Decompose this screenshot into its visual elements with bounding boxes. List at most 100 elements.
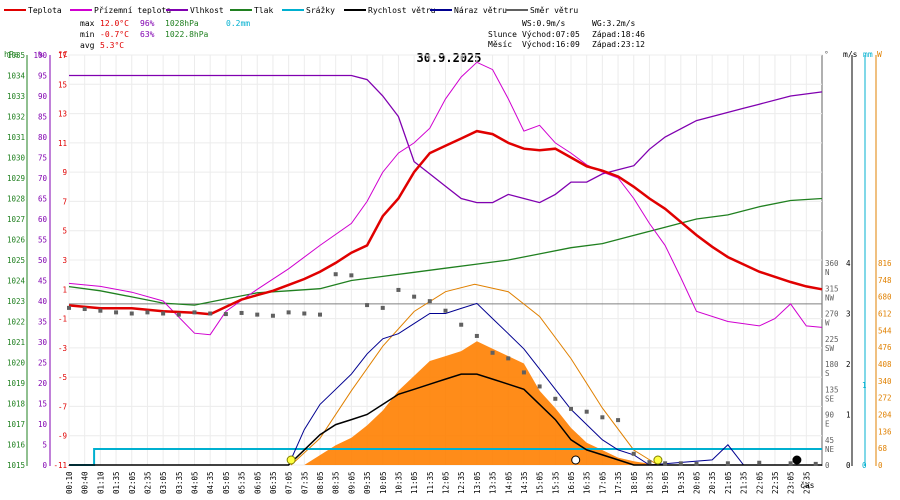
pressure-line (68, 197, 823, 306)
time-label-35: 17:35 (614, 471, 623, 494)
wind-direction-point (380, 305, 385, 310)
direction-compass-4: S (825, 369, 830, 378)
temperature-tick-10: -3 (58, 344, 67, 353)
legend-label-teplota: Teplota (28, 6, 62, 15)
humidity-tick-17: 15 (38, 400, 47, 409)
time-label-8: 04:05 (191, 471, 200, 494)
wind-direction-point (584, 409, 589, 414)
direction-tick-1: 45 (825, 436, 834, 445)
pressure-tick-13: 1022 (7, 318, 25, 327)
wind-direction-point (427, 299, 432, 304)
info-sunset: Západ:18:46 (592, 30, 645, 39)
temperature-tick-3: 11 (58, 139, 67, 148)
time-label-44: 22:05 (755, 471, 764, 494)
pressure-tick-11: 1024 (7, 277, 26, 286)
legend-label-vlhkost: Vlhkost (190, 6, 224, 15)
time-label-26: 13:05 (473, 471, 482, 494)
humidity-tick-18: 10 (38, 420, 48, 429)
info-wg: WG:3.2m/s (592, 19, 636, 28)
temperature-tick-6: 5 (62, 227, 67, 236)
time-label-19: 09:35 (363, 471, 372, 494)
pressure-tick-6: 1029 (7, 174, 25, 183)
time-label-40: 20:05 (693, 471, 702, 494)
solar-tick-11: 748 (878, 276, 892, 285)
solar-tick-5: 340 (878, 377, 892, 386)
wind-direction-point (616, 418, 621, 423)
direction-tick-7: 315 (825, 284, 839, 293)
pressure-tick-20: 1015 (7, 461, 25, 470)
info-moon-label: Měsíc (488, 40, 512, 49)
wind-direction-point (161, 311, 166, 316)
wind-direction-point (82, 307, 87, 312)
wind-speed-line (69, 373, 822, 466)
wind-direction-point (725, 461, 730, 466)
wind-direction-point (302, 311, 307, 316)
time-label-27: 13:35 (489, 471, 498, 494)
pressure-tick-1: 1034 (7, 72, 26, 81)
pressure-tick-4: 1031 (7, 133, 25, 142)
wind-direction-point (412, 294, 417, 299)
wind-tick-3: 3 (846, 310, 851, 319)
pressure-tick-19: 1016 (7, 441, 26, 450)
pressure-tick-9: 1026 (7, 236, 26, 245)
solar-tick-9: 612 (878, 310, 892, 319)
time-label-46: 23:05 (787, 471, 796, 494)
sunrise-marker (286, 455, 296, 465)
wind-direction-point (318, 312, 322, 317)
time-label-15: 07:35 (300, 471, 309, 494)
humidity-tick-15: 25 (38, 359, 47, 368)
wind-direction-point (145, 310, 150, 315)
time-label-25: 12:35 (457, 471, 466, 494)
humidity-tick-13: 35 (38, 318, 47, 327)
wind-tick-4: 4 (846, 259, 851, 268)
solar-tick-4: 272 (878, 394, 892, 403)
humidity-tick-16: 20 (38, 379, 48, 388)
stats-avg-temp: 5.3°C (100, 41, 124, 50)
temperature-tick-5: 7 (62, 197, 67, 206)
temperature-tick-0: 17 (58, 51, 67, 60)
humidity-tick-3: 85 (38, 113, 47, 122)
moonset-marker (792, 455, 802, 465)
pressure-tick-17: 1018 (7, 400, 26, 409)
time-label-11: 05:35 (238, 471, 247, 494)
humidity-tick-19: 5 (42, 441, 47, 450)
humidity-tick-20: 0 (42, 461, 47, 470)
wind-tick-0: 0 (846, 461, 851, 470)
stats-min-label: min (80, 30, 95, 39)
wind-direction-point (239, 310, 244, 315)
solar-tick-6: 408 (878, 360, 892, 369)
wind-direction-point (600, 415, 605, 420)
solar-tick-10: 680 (878, 293, 892, 302)
time-label-0: 00:10 (65, 471, 74, 494)
tick-labels: 1035103410331032103110301029102810271026… (7, 51, 892, 494)
stats-block: max 12.0°C 96% 1028hPa 0.2mm min -0.7°C … (80, 19, 250, 50)
info-ws: WS:0.9m/s (522, 19, 566, 28)
time-label-23: 11:35 (426, 471, 435, 494)
time-label-18: 09:05 (347, 471, 356, 494)
time-label-47: 23:35 (802, 471, 811, 494)
axis-unit-wind: m/s (843, 50, 858, 59)
pressure-tick-18: 1017 (7, 420, 25, 429)
time-label-42: 21:05 (724, 471, 733, 494)
temperature-tick-9: -1 (58, 315, 67, 324)
axis-unit-solar: W (877, 50, 882, 59)
wind-direction-point (192, 310, 197, 315)
legend-label-naraz-vetru: Náraz větru (454, 6, 507, 15)
legend-label-rychlost-vetru: Rychlost větru (368, 6, 436, 15)
humidity-tick-10: 50 (38, 256, 48, 265)
time-label-43: 21:35 (740, 471, 749, 494)
wind-direction-point (114, 310, 119, 315)
time-label-41: 20:35 (708, 471, 717, 494)
rain-tick-1: 1 (862, 381, 867, 390)
time-label-20: 10:05 (379, 471, 388, 494)
direction-tick-3: 135 (825, 385, 839, 394)
wind-direction-point (678, 461, 683, 466)
moonrise-marker (571, 455, 581, 465)
temperature-line (68, 129, 823, 316)
wind-direction-point (813, 461, 818, 466)
pressure-tick-8: 1027 (7, 215, 25, 224)
stats-max-press: 1028hPa (165, 19, 199, 28)
legend: Teplota Přízemní teplota Vlhkost Tlak Sr… (4, 6, 578, 15)
time-label-17: 08:35 (332, 471, 341, 494)
direction-compass-3: SE (825, 394, 835, 403)
